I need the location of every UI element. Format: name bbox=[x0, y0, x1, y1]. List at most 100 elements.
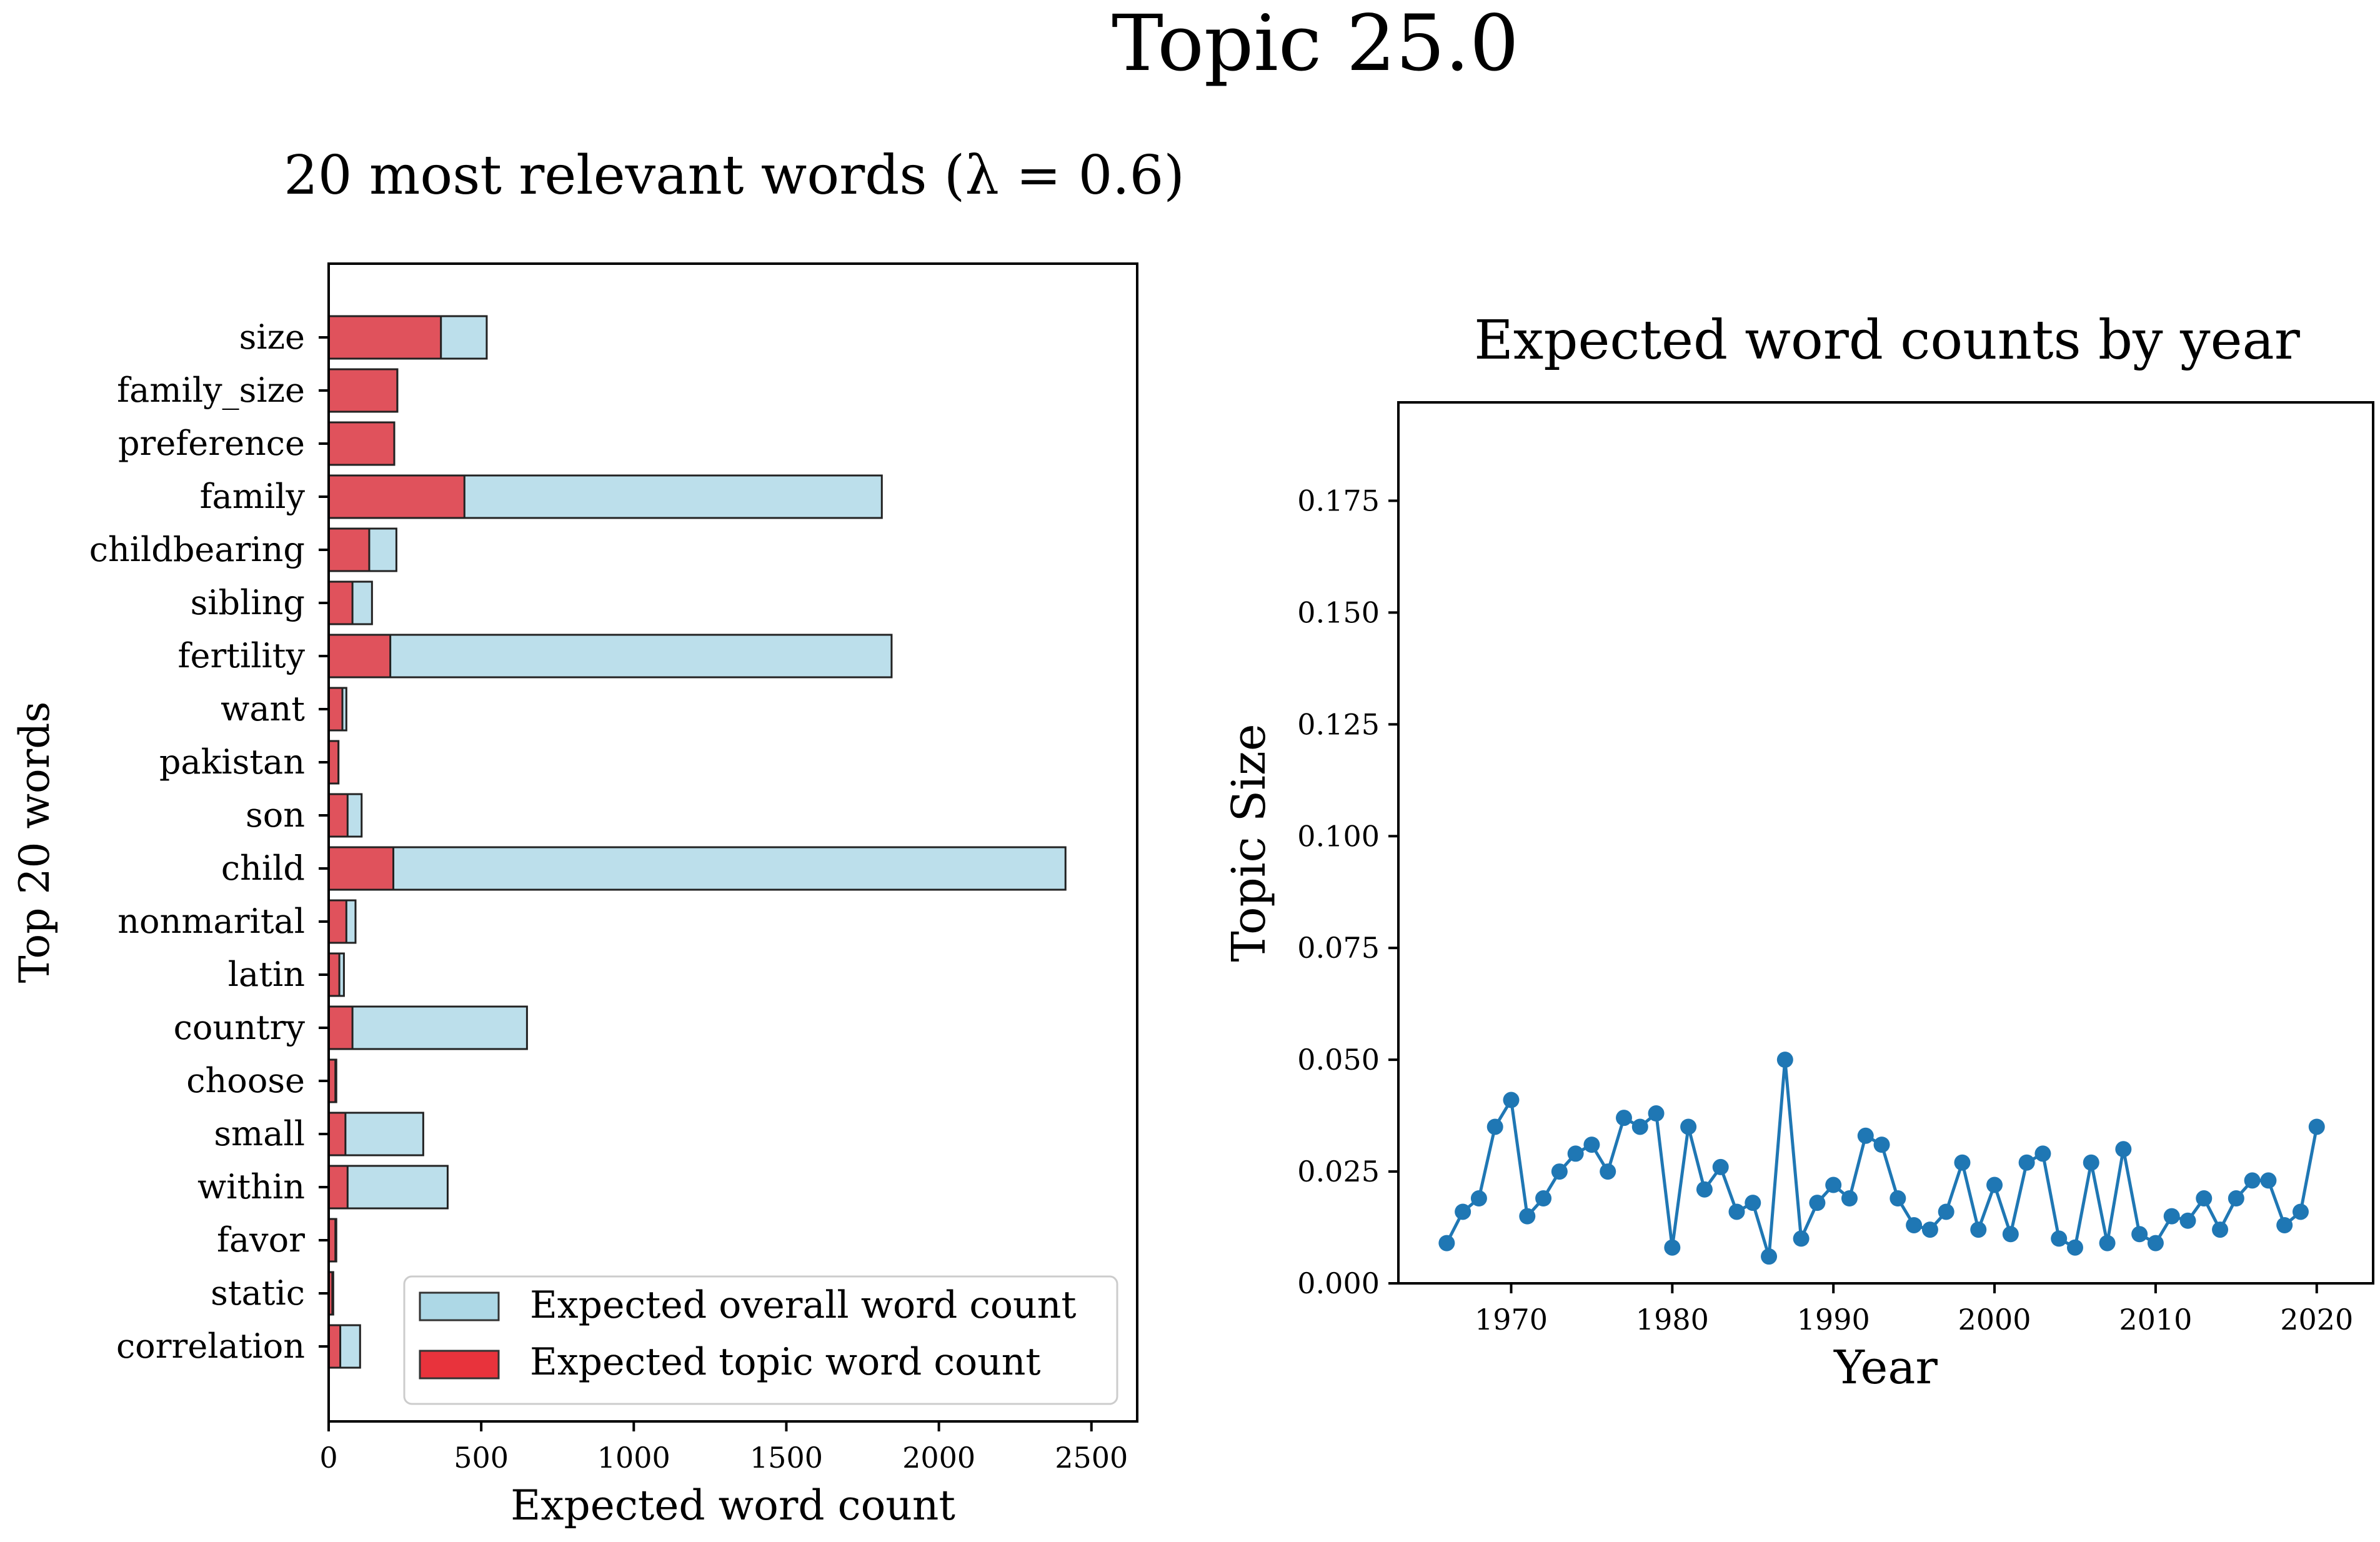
y-tick-label: choose bbox=[186, 1061, 305, 1100]
bar-topic bbox=[327, 793, 349, 838]
data-point bbox=[2018, 1154, 2035, 1171]
data-point bbox=[2034, 1145, 2051, 1162]
data-point bbox=[1551, 1163, 1568, 1180]
data-point bbox=[1503, 1092, 1520, 1108]
line-chart-y-axis-label: Topic Size bbox=[1222, 724, 1276, 962]
y-tick-label: static bbox=[211, 1273, 305, 1313]
x-tick-label: 2010 bbox=[2119, 1303, 2192, 1336]
y-tick-label: family bbox=[200, 477, 306, 516]
x-tick-label: 1000 bbox=[597, 1441, 670, 1475]
bar-topic bbox=[327, 1112, 347, 1156]
data-point bbox=[2196, 1190, 2213, 1207]
x-tick-label: 2000 bbox=[1958, 1303, 2031, 1336]
data-point bbox=[1890, 1190, 1906, 1207]
line-chart-plot-area bbox=[1397, 401, 2374, 1285]
data-point bbox=[1455, 1203, 1471, 1220]
data-point bbox=[2308, 1118, 2325, 1135]
data-point bbox=[2131, 1226, 2148, 1243]
data-point bbox=[1873, 1137, 1890, 1153]
data-point bbox=[1921, 1221, 1938, 1238]
bar-chart-y-axis-label: Top 20 words bbox=[11, 702, 59, 983]
bar-topic bbox=[327, 527, 371, 572]
data-point bbox=[1519, 1208, 1536, 1225]
bar-chart-bars bbox=[327, 315, 1067, 1369]
bar-topic bbox=[327, 1165, 349, 1210]
data-point bbox=[2260, 1172, 2277, 1189]
data-point bbox=[2099, 1235, 2116, 1251]
x-tick-label: 1970 bbox=[1475, 1303, 1548, 1336]
data-point bbox=[1486, 1118, 1503, 1135]
bar-topic bbox=[327, 687, 344, 732]
y-tick-label: want bbox=[221, 689, 305, 729]
bar-chart-legend: Expected overall word count Expected top… bbox=[403, 1275, 1118, 1405]
x-tick-label: 1990 bbox=[1797, 1303, 1870, 1336]
y-tick-label: child bbox=[221, 848, 305, 888]
bar-topic bbox=[327, 846, 395, 891]
data-point bbox=[1648, 1105, 1665, 1122]
bar-chart: 20 most relevant words (λ = 0.6) size fam… bbox=[11, 144, 1185, 1530]
data-point bbox=[1954, 1154, 1971, 1171]
data-point bbox=[2115, 1141, 2132, 1158]
line-chart-title: Expected word counts by year bbox=[1474, 309, 2301, 372]
line-chart: Expected word counts by year 0.0000.0250… bbox=[1222, 309, 2374, 1395]
data-point bbox=[1664, 1239, 1681, 1256]
data-point bbox=[1535, 1190, 1552, 1207]
data-point bbox=[1600, 1163, 1616, 1180]
data-point bbox=[1906, 1216, 1923, 1233]
y-tick-label: fertility bbox=[178, 636, 306, 675]
x-tick-label: 1500 bbox=[750, 1441, 823, 1475]
y-tick-label: small bbox=[214, 1114, 305, 1153]
data-point bbox=[1809, 1195, 1826, 1211]
x-tick-label: 2020 bbox=[2280, 1303, 2353, 1336]
bar-overall bbox=[327, 634, 893, 679]
y-tick-label: son bbox=[246, 795, 305, 835]
bar-topic bbox=[327, 634, 392, 679]
bar-topic bbox=[327, 952, 341, 997]
bar-chart-y-ticks: size family_size preference family childbear… bbox=[89, 317, 329, 1366]
bar-topic bbox=[327, 368, 399, 413]
data-point bbox=[1745, 1195, 1761, 1211]
bar-topic bbox=[327, 740, 340, 785]
legend-label-overall: Expected overall word count bbox=[530, 1283, 1076, 1327]
data-point bbox=[1438, 1235, 1455, 1251]
y-tick-label: within bbox=[197, 1167, 305, 1206]
data-point bbox=[1470, 1190, 1487, 1207]
data-point bbox=[1680, 1118, 1697, 1135]
y-tick-label: country bbox=[174, 1008, 306, 1047]
data-point bbox=[1776, 1052, 1793, 1068]
y-tick-label: nonmarital bbox=[117, 902, 305, 941]
y-tick-label: 0.025 bbox=[1297, 1155, 1380, 1188]
line-chart-x-ticks: 1970 1980 1990 2000 2010 2020 bbox=[1475, 1283, 2353, 1336]
bar-chart-x-axis-label: Expected word count bbox=[510, 1481, 955, 1530]
bar-topic bbox=[327, 1005, 354, 1050]
y-tick-label: latin bbox=[228, 955, 305, 994]
bar-chart-plot-area bbox=[327, 262, 1138, 1423]
data-point bbox=[2292, 1203, 2309, 1220]
y-tick-label: 0.100 bbox=[1297, 819, 1380, 853]
y-tick-label: sibling bbox=[191, 583, 305, 622]
bar-chart-title: 20 most relevant words (λ = 0.6) bbox=[284, 144, 1185, 207]
legend-label-topic: Expected topic word count bbox=[530, 1340, 1041, 1384]
data-point bbox=[1825, 1176, 1842, 1193]
line-chart-y-ticks: 0.000 0.025 0.050 0.075 0.100 0.125 0.150 0.175 bbox=[1297, 484, 1398, 1300]
bar-overall bbox=[327, 1005, 528, 1050]
data-point bbox=[2066, 1239, 2083, 1256]
data-point bbox=[1841, 1190, 1858, 1207]
data-point bbox=[2002, 1226, 2019, 1243]
data-point bbox=[1986, 1176, 2003, 1193]
y-tick-label: size bbox=[239, 317, 305, 357]
data-point bbox=[2051, 1230, 2068, 1247]
figure-title: Topic 25.0 bbox=[1112, 0, 1519, 89]
data-point bbox=[1583, 1137, 1600, 1153]
y-tick-label: preference bbox=[118, 424, 305, 463]
data-point bbox=[1793, 1230, 1810, 1247]
data-point bbox=[2083, 1154, 2099, 1171]
data-point bbox=[2163, 1208, 2180, 1225]
bar-overall bbox=[327, 846, 1067, 891]
bar-topic bbox=[327, 421, 396, 466]
data-point bbox=[1615, 1110, 1632, 1127]
y-tick-label: 0.075 bbox=[1297, 931, 1380, 965]
bar-topic bbox=[327, 580, 354, 625]
data-point bbox=[1761, 1248, 1778, 1265]
